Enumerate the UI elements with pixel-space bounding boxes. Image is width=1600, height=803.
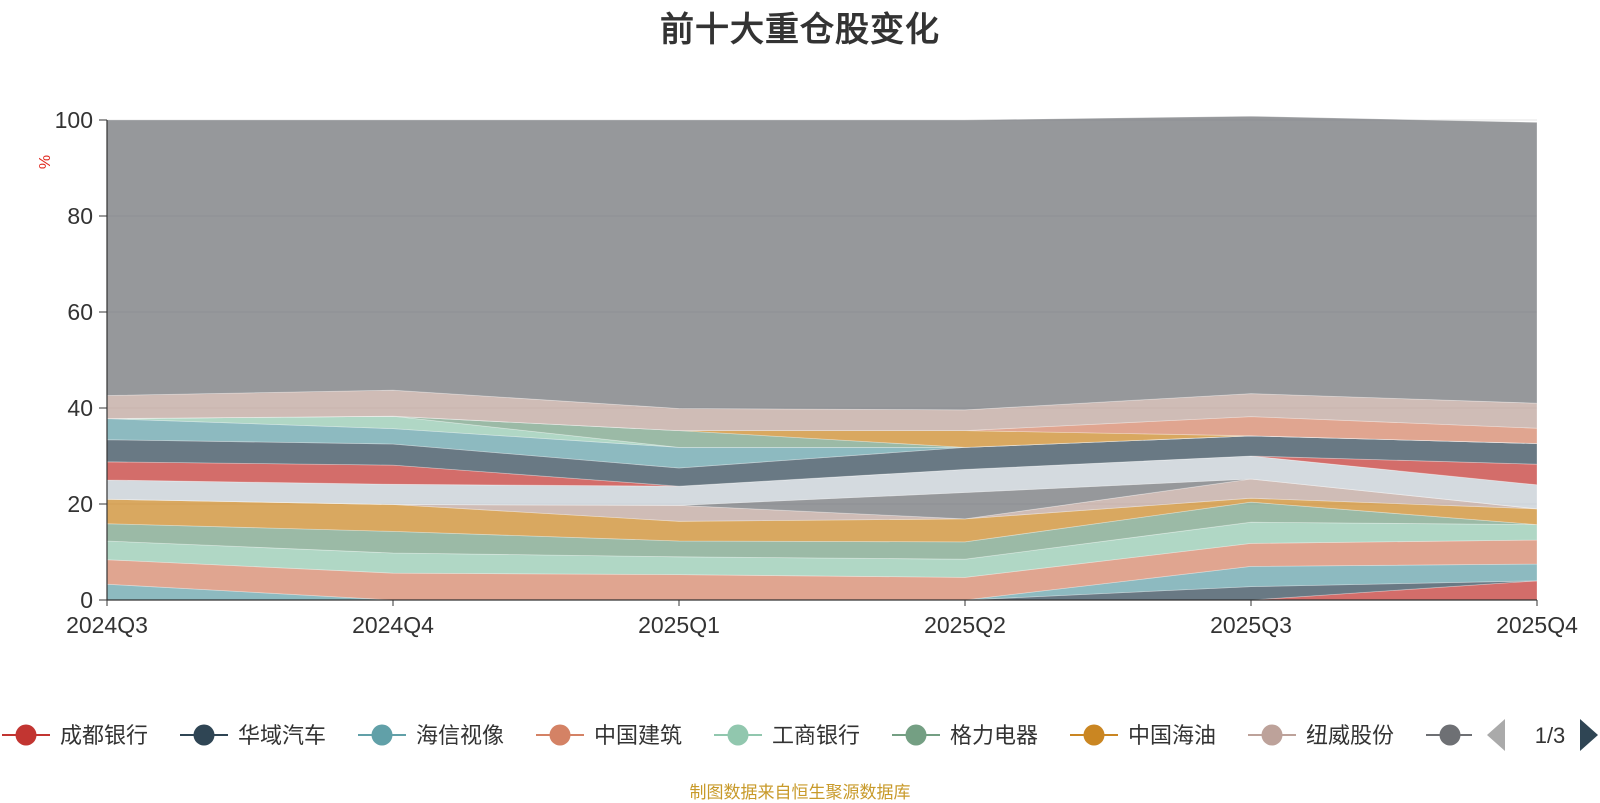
legend-item[interactable]: 华域汽车 [180,723,326,748]
legend-item[interactable]: 中国海油 [1070,723,1216,748]
legend-marker [1261,724,1283,746]
area-series-第十七持仓[interactable] [106,415,1538,444]
y-tick-label: 100 [55,107,93,133]
legend-label: 成都银行 [60,723,148,748]
legend-marker [727,724,749,746]
legend-item[interactable]: 海信视像 [358,723,504,748]
legend-page-indicator: 1/3 [1535,723,1566,748]
x-tick-label: 2025Q2 [924,612,1006,638]
legend-item[interactable]: 工商银行 [714,723,860,748]
legend-marker [15,724,37,746]
legend-item[interactable]: 成都银行 [2,723,148,748]
y-axis-unit: % [37,155,54,169]
x-tick-label: 2024Q3 [66,612,148,638]
source-note: 制图数据来自恒生聚源数据库 [689,783,911,802]
x-tick-label: 2024Q4 [352,612,434,638]
x-tick-label: 2025Q3 [1210,612,1292,638]
axes: 0 20 40 60 80 100 2024Q3 2024Q4 2025Q1 2025Q2 2025… [55,107,1579,638]
stacked-areas [106,115,1538,601]
legend-next-icon[interactable] [1580,719,1598,751]
y-tick-label: 40 [67,395,93,421]
legend-label: 纽威股份 [1306,723,1394,748]
y-tick-label: 20 [67,491,93,517]
y-tick-label: 80 [67,203,93,229]
y-tick-label: 60 [67,299,93,325]
legend-label: 中国海油 [1128,723,1216,748]
legend-marker [371,724,393,746]
y-tick-label: 0 [80,587,93,613]
legend-label: 华域汽车 [238,723,326,748]
area-series-其他[interactable] [106,115,1538,411]
chart-title: 前十大重仓股变化 [660,11,940,49]
legend-marker [1439,724,1461,746]
area-series-格力电器[interactable] [106,501,1538,560]
legend-label: 中国建筑 [594,723,682,748]
legend-item[interactable]: 中国建筑 [536,723,682,748]
legend-marker [549,724,571,746]
legend-label: 工商银行 [772,723,860,748]
legend-marker [905,724,927,746]
legend-marker [1083,724,1105,746]
legend-marker [193,724,215,746]
legend: 成都银行华域汽车海信视像中国建筑工商银行格力电器中国海油纽威股份其他1/3 [2,712,1600,762]
legend-item[interactable]: 纽威股份 [1248,723,1394,748]
x-tick-label: 2025Q1 [638,612,720,638]
legend-item[interactable]: 格力电器 [892,723,1038,748]
x-tick-label: 2025Q4 [1496,612,1578,638]
legend-label: 海信视像 [416,723,504,748]
legend-prev-icon[interactable] [1487,719,1505,751]
legend-label: 格力电器 [950,723,1038,748]
